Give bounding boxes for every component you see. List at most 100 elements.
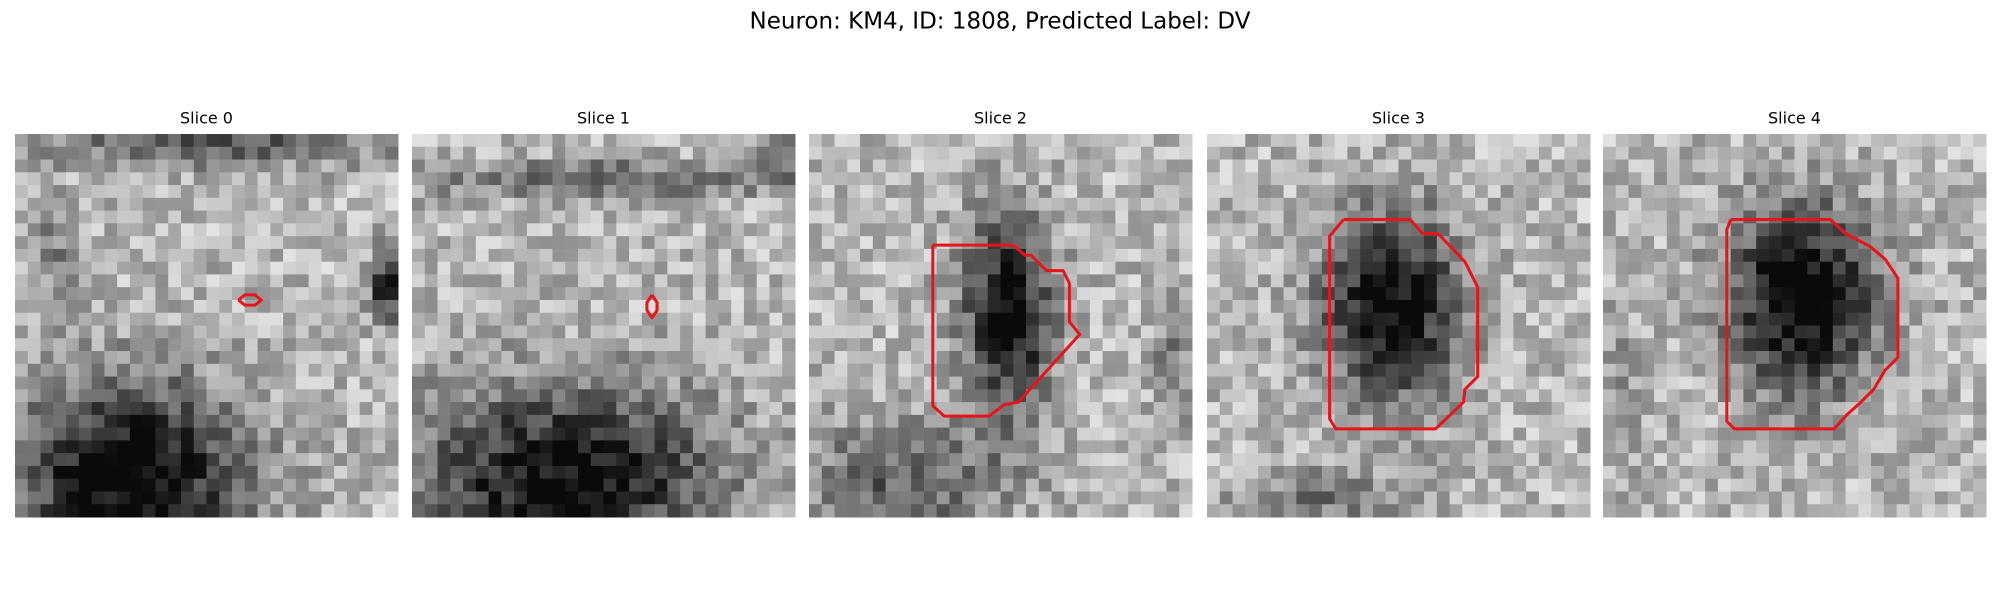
pixel bbox=[270, 351, 284, 365]
pixel bbox=[475, 210, 490, 224]
pixel bbox=[514, 261, 528, 275]
pixel bbox=[577, 134, 592, 148]
pixel bbox=[1372, 134, 1387, 148]
pixel bbox=[1603, 261, 1617, 275]
pixel bbox=[1909, 146, 1923, 161]
pixel bbox=[577, 363, 592, 378]
pixel bbox=[53, 261, 67, 275]
pixel bbox=[1462, 287, 1476, 301]
pixel bbox=[1102, 427, 1116, 441]
pixel bbox=[1768, 146, 1783, 161]
pixel bbox=[1551, 146, 1565, 161]
pixel bbox=[1513, 478, 1527, 492]
pixel bbox=[1372, 376, 1387, 390]
pixel bbox=[1973, 465, 1987, 480]
pixel bbox=[616, 363, 630, 378]
pixel bbox=[1577, 491, 1591, 505]
pixel bbox=[1207, 491, 1221, 505]
pixel bbox=[1051, 274, 1065, 288]
pixel bbox=[91, 465, 105, 480]
pixel bbox=[847, 134, 861, 148]
pixel bbox=[1883, 134, 1898, 148]
pixel bbox=[1179, 172, 1193, 186]
pixel bbox=[1140, 299, 1155, 314]
pixel bbox=[962, 491, 976, 505]
pixel bbox=[911, 159, 925, 173]
pixel bbox=[911, 261, 925, 275]
pixel bbox=[372, 427, 386, 441]
pixel bbox=[1128, 223, 1142, 237]
pixel bbox=[66, 299, 80, 314]
pixel bbox=[1140, 440, 1155, 454]
pixel bbox=[1000, 414, 1014, 429]
pixel bbox=[1641, 465, 1655, 480]
pixel bbox=[552, 338, 566, 352]
pixel bbox=[1462, 299, 1476, 314]
pixel bbox=[1347, 351, 1361, 365]
pixel bbox=[987, 146, 1001, 161]
pixel bbox=[1372, 223, 1387, 237]
pixel bbox=[1794, 236, 1808, 250]
pixel bbox=[15, 389, 29, 403]
pixel bbox=[372, 172, 386, 186]
pixel bbox=[1258, 376, 1272, 390]
pixel bbox=[1500, 351, 1514, 365]
pixel bbox=[1615, 389, 1630, 403]
pixel bbox=[1858, 465, 1872, 480]
pixel bbox=[1756, 312, 1770, 326]
pixel bbox=[641, 491, 656, 505]
pixel bbox=[1398, 197, 1412, 212]
pixel bbox=[155, 376, 169, 390]
pixel bbox=[1603, 210, 1617, 224]
pixel bbox=[1947, 210, 1961, 224]
pixel bbox=[257, 504, 271, 518]
pixel bbox=[1538, 185, 1553, 199]
pixel bbox=[782, 287, 796, 301]
pixel bbox=[872, 197, 887, 212]
pixel bbox=[898, 440, 912, 454]
pixel bbox=[962, 414, 976, 429]
pixel bbox=[885, 504, 899, 518]
pixel bbox=[552, 312, 566, 326]
pixel bbox=[1462, 338, 1476, 352]
pixel bbox=[1207, 325, 1221, 339]
pixel bbox=[424, 453, 439, 467]
pixel bbox=[463, 389, 477, 403]
pixel bbox=[539, 210, 553, 224]
pixel bbox=[1064, 248, 1078, 263]
pixel bbox=[66, 351, 80, 365]
pixel bbox=[1743, 427, 1757, 441]
pixel bbox=[1102, 223, 1116, 237]
pixel bbox=[1807, 376, 1821, 390]
pixel bbox=[692, 376, 707, 390]
pixel bbox=[705, 312, 719, 326]
pixel bbox=[1077, 299, 1091, 314]
pixel bbox=[463, 453, 477, 467]
pixel bbox=[219, 223, 233, 237]
pixel bbox=[898, 210, 912, 224]
pixel bbox=[40, 248, 54, 263]
pixel bbox=[821, 312, 836, 326]
pixel bbox=[257, 287, 271, 301]
pixel bbox=[680, 223, 694, 237]
pixel bbox=[1947, 172, 1961, 186]
pixel bbox=[501, 427, 515, 441]
pixel bbox=[872, 236, 887, 250]
pixel bbox=[1258, 363, 1272, 378]
pixel bbox=[1051, 299, 1065, 314]
pixel bbox=[962, 402, 976, 416]
pixel bbox=[27, 312, 42, 326]
pixel bbox=[1128, 134, 1142, 148]
pixel bbox=[346, 351, 361, 365]
pixel bbox=[1140, 325, 1155, 339]
pixel bbox=[1245, 478, 1259, 492]
pixel bbox=[1102, 402, 1116, 416]
pixel bbox=[372, 261, 386, 275]
pixel bbox=[27, 427, 42, 441]
pixel bbox=[78, 338, 93, 352]
pixel bbox=[372, 440, 386, 454]
pixel bbox=[463, 134, 477, 148]
pixel bbox=[450, 134, 464, 148]
pixel bbox=[1258, 172, 1272, 186]
pixel bbox=[27, 210, 42, 224]
